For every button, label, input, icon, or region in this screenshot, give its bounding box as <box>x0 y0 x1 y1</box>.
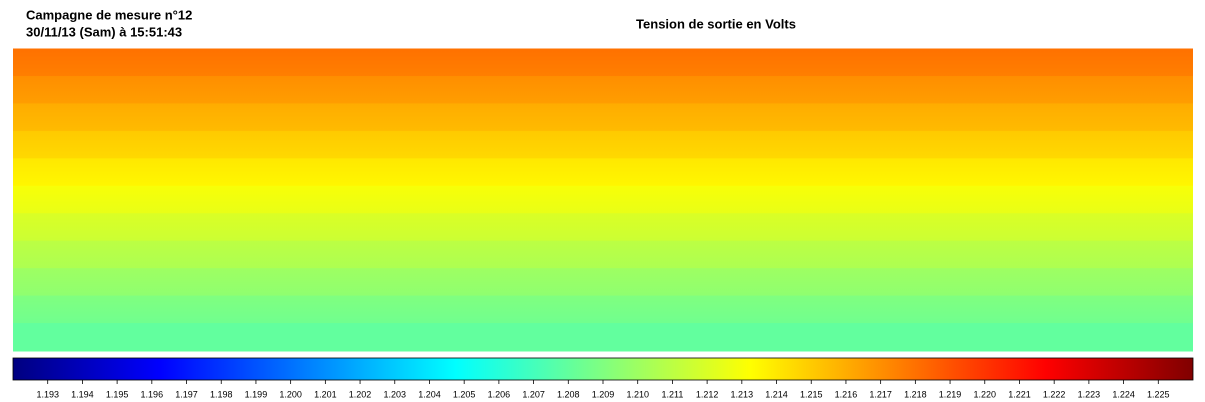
colorbar-tick-label: 1.214 <box>765 389 788 399</box>
colorbar-tick-label: 1.206 <box>488 389 511 399</box>
heat-band <box>13 130 1193 160</box>
colorbar-tick-label: 1.194 <box>71 389 94 399</box>
colorbar-tick-label: 1.220 <box>973 389 996 399</box>
colorbar-tick-label: 1.209 <box>592 389 615 399</box>
colorbar-tick-label: 1.215 <box>800 389 823 399</box>
colorbar-tick-label: 1.195 <box>106 389 129 399</box>
heat-band <box>13 103 1193 132</box>
heat-band <box>13 75 1193 105</box>
colorbar-tick-label: 1.218 <box>904 389 927 399</box>
colorbar-tick-label: 1.224 <box>1112 389 1135 399</box>
colorbar-tick-label: 1.212 <box>696 389 719 399</box>
colorbar-tick-label: 1.201 <box>314 389 337 399</box>
heat-band <box>13 185 1193 215</box>
colorbar-tick-label: 1.199 <box>245 389 268 399</box>
colorbar-tick-label: 1.198 <box>210 389 233 399</box>
heat-band <box>13 213 1193 242</box>
colorbar-tick-label: 1.207 <box>522 389 545 399</box>
heat-band <box>13 268 1193 297</box>
colorbar-tick-label: 1.210 <box>626 389 649 399</box>
heat-band <box>13 48 1193 77</box>
colorbar-tick-label: 1.205 <box>453 389 476 399</box>
colorbar-tick-label: 1.202 <box>349 389 372 399</box>
header-line: Campagne de mesure n°12 <box>26 7 192 22</box>
colorbar-tick-label: 1.196 <box>141 389 164 399</box>
colorbar-tick-label: 1.208 <box>557 389 580 399</box>
chart-title: Tension de sortie en Volts <box>636 16 796 31</box>
heat-band <box>13 295 1193 325</box>
colorbar-tick-label: 1.193 <box>36 389 59 399</box>
colorbar-tick-label: 1.200 <box>279 389 302 399</box>
heat-band <box>13 240 1193 270</box>
colorbar-tick-label: 1.197 <box>175 389 198 399</box>
colorbar-tick-label: 1.213 <box>731 389 754 399</box>
colorbar-tick-label: 1.217 <box>869 389 892 399</box>
colorbar-tick-label: 1.219 <box>939 389 962 399</box>
heat-band <box>13 158 1193 187</box>
heat-band <box>13 323 1193 352</box>
colorbar-tick-label: 1.222 <box>1043 389 1066 399</box>
colorbar-tick-label: 1.203 <box>383 389 406 399</box>
colorbar <box>12 357 1194 381</box>
colorbar-tick-label: 1.223 <box>1078 389 1101 399</box>
colorbar-tick-label: 1.225 <box>1147 389 1170 399</box>
colorbar-tick-label: 1.211 <box>661 389 683 399</box>
colorbar-tick-label: 1.221 <box>1008 389 1031 399</box>
colorbar-tick-label: 1.216 <box>835 389 858 399</box>
colorbar-tick-label: 1.204 <box>418 389 441 399</box>
header-line: 30/11/13 (Sam) à 15:51:43 <box>26 24 182 39</box>
